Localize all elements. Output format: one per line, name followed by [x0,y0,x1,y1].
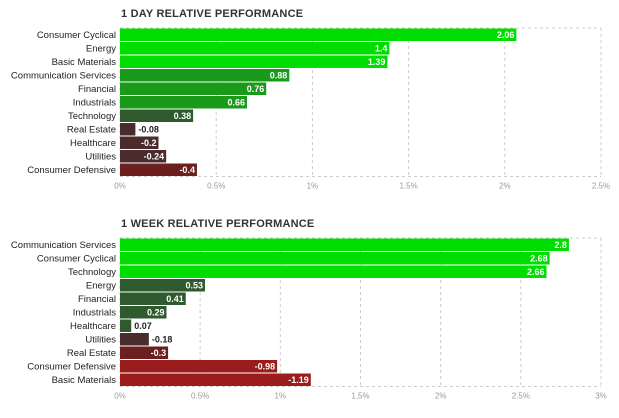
category-label: Financial [78,294,116,305]
category-label: Technology [68,267,116,278]
value-label: 2.66 [527,267,545,277]
value-label: 0.66 [227,98,245,108]
x-tick-label: 2% [499,182,511,191]
week-performance-panel: 1 WEEK RELATIVE PERFORMANCE 0% 0.5% 1% 1.5%… [0,218,619,408]
bar[interactable] [120,109,194,123]
category-label: Energy [86,44,116,55]
value-label: -1.19 [288,375,309,385]
value-label: 0.07 [134,321,152,331]
value-label: 1.39 [368,57,386,67]
category-label: Financial [78,84,116,95]
category-label: Industrials [73,308,117,319]
bar[interactable] [120,279,205,292]
value-label: 1.4 [375,44,388,54]
bar[interactable] [120,150,167,163]
value-label: 2.8 [554,240,567,250]
bar[interactable] [120,55,388,69]
bar[interactable] [120,346,169,360]
category-label: Consumer Defensive [27,362,116,373]
bar[interactable] [120,42,390,55]
x-tick-label: 2.5% [592,182,610,191]
category-label: Basic Materials [52,57,117,68]
category-label: Basic Materials [52,375,117,386]
bar[interactable] [120,28,517,42]
value-label: 0.76 [247,84,265,94]
category-label: Technology [68,111,116,122]
value-label: -0.98 [255,362,276,372]
bar[interactable] [120,265,547,279]
x-tick-label: 0% [114,182,126,191]
value-label: -0.18 [152,335,173,345]
category-label: Real Estate [67,348,116,359]
value-label: -0.4 [179,165,195,175]
value-label: 0.29 [147,308,165,318]
x-tick-label: 2% [435,392,447,401]
value-label: 2.68 [530,254,548,264]
value-label: 0.88 [270,71,288,81]
category-label: Utilities [85,152,116,163]
bar[interactable] [120,123,136,136]
bar[interactable] [120,136,159,150]
x-tick-label: 0.5% [207,182,225,191]
category-label: Healthcare [70,138,116,149]
bar[interactable] [120,319,132,333]
bar[interactable] [120,333,149,346]
bar[interactable] [120,82,267,96]
value-label: -0.24 [144,152,165,162]
bar[interactable] [120,96,247,109]
day-performance-panel: 1 DAY RELATIVE PERFORMANCE 0% 0.5% 1% 1.5% 2… [0,8,619,198]
value-label: 0.53 [185,281,203,291]
week-performance-chart: 0% 0.5% 1% 1.5% 2% 2.5% 3% Communication Servic… [11,237,607,401]
bar[interactable] [120,373,311,387]
value-label: 2.06 [497,30,515,40]
chart-title: 1 DAY RELATIVE PERFORMANCE [121,8,304,20]
category-label: Consumer Defensive [27,165,116,176]
bar[interactable] [120,252,550,265]
x-tick-label: 1% [307,182,319,191]
x-tick-label: 0% [114,392,126,401]
bar[interactable] [120,238,569,252]
x-tick-label: 1.5% [351,392,369,401]
bar[interactable] [120,360,278,373]
category-label: Consumer Cyclical [37,254,116,265]
category-label: Energy [86,281,116,292]
x-tick-label: 0.5% [191,392,209,401]
x-tick-label: 1.5% [399,182,417,191]
day-performance-chart: 0% 0.5% 1% 1.5% 2% 2.5% Consumer Cyclical 2.06 E… [11,27,610,191]
chart-title: 1 WEEK RELATIVE PERFORMANCE [121,218,315,230]
category-label: Consumer Cyclical [37,30,116,41]
value-label: 0.41 [166,294,184,304]
bar[interactable] [120,292,186,306]
category-label: Healthcare [70,321,116,332]
x-tick-label: 2.5% [512,392,530,401]
bar[interactable] [120,163,197,177]
value-label: 0.38 [174,111,192,121]
bar[interactable] [120,69,290,82]
value-label: -0.2 [141,138,157,148]
bar[interactable] [120,306,167,319]
category-label: Communication Services [11,240,116,251]
value-label: -0.3 [151,348,167,358]
value-label: -0.08 [138,125,159,135]
category-label: Communication Services [11,71,116,82]
x-tick-label: 1% [275,392,287,401]
category-label: Utilities [85,335,116,346]
category-label: Real Estate [67,125,116,136]
x-tick-label: 3% [595,392,607,401]
category-label: Industrials [73,98,117,109]
